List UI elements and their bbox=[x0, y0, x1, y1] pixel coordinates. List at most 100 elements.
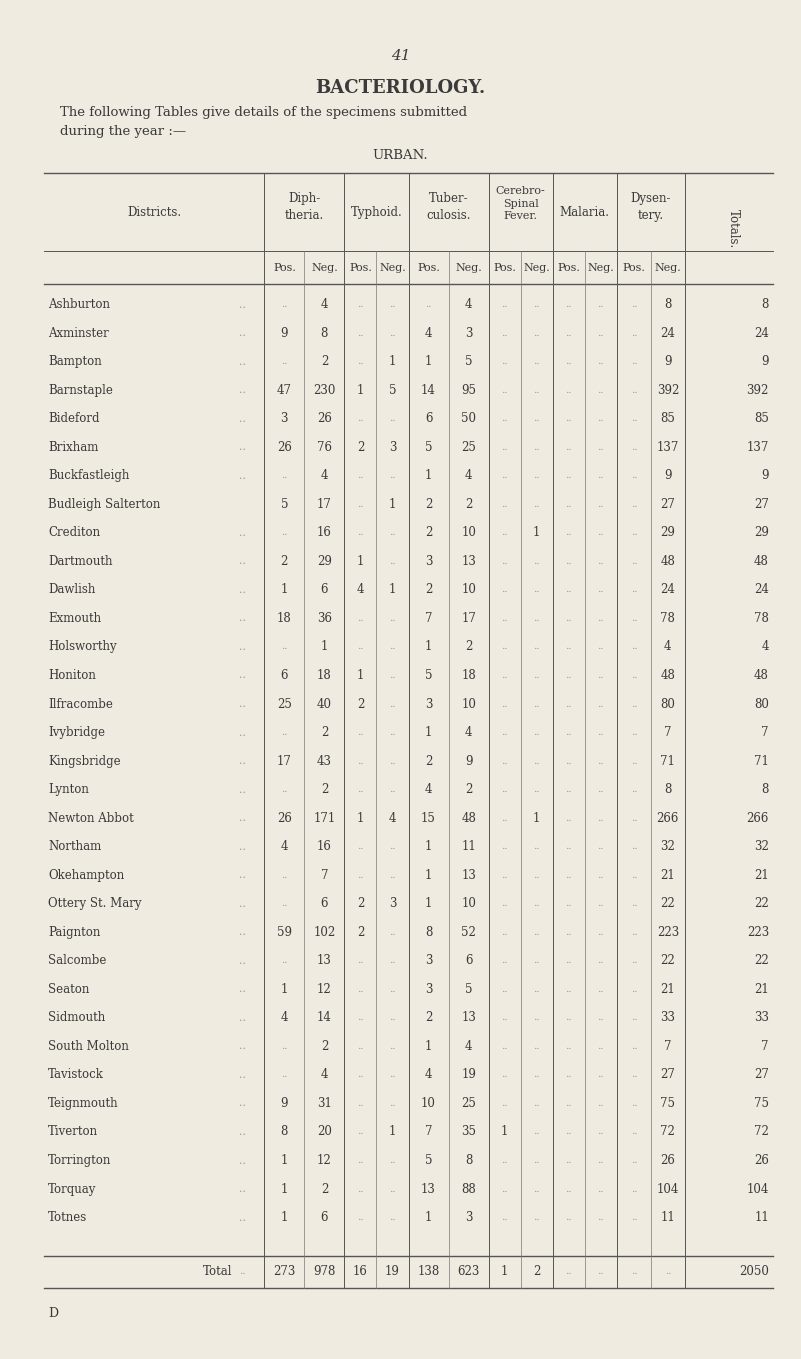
Text: 3: 3 bbox=[425, 697, 433, 711]
Text: Total: Total bbox=[203, 1265, 232, 1279]
Text: ..: .. bbox=[630, 671, 637, 680]
Text: ..: .. bbox=[630, 586, 637, 594]
Text: ..: .. bbox=[533, 1071, 540, 1079]
Text: ..: .. bbox=[357, 300, 364, 308]
Text: ..: .. bbox=[501, 529, 508, 537]
Text: Sidmouth: Sidmouth bbox=[48, 1011, 105, 1025]
Text: ..: .. bbox=[598, 757, 604, 765]
Text: ..: .. bbox=[239, 841, 246, 852]
Text: ..: .. bbox=[239, 442, 246, 453]
Text: ..: .. bbox=[630, 814, 637, 822]
Text: 17: 17 bbox=[461, 612, 476, 625]
Text: ..: .. bbox=[598, 1268, 604, 1276]
Text: 1: 1 bbox=[425, 840, 433, 853]
Text: Neg.: Neg. bbox=[311, 262, 338, 273]
Text: ..: .. bbox=[389, 928, 396, 936]
Text: ..: .. bbox=[239, 813, 246, 824]
Text: ..: .. bbox=[598, 1128, 604, 1136]
Text: 2: 2 bbox=[280, 554, 288, 568]
Text: Ottery St. Mary: Ottery St. Mary bbox=[48, 897, 142, 911]
Text: 7: 7 bbox=[664, 1040, 671, 1053]
Text: 3: 3 bbox=[388, 440, 396, 454]
Text: ..: .. bbox=[566, 928, 572, 936]
Text: 18: 18 bbox=[461, 669, 476, 682]
Text: 266: 266 bbox=[747, 811, 769, 825]
Text: 47: 47 bbox=[277, 383, 292, 397]
Text: ..: .. bbox=[566, 985, 572, 993]
Text: ..: .. bbox=[630, 1071, 637, 1079]
Text: ..: .. bbox=[566, 357, 572, 366]
Text: 8: 8 bbox=[664, 298, 671, 311]
Text: ..: .. bbox=[598, 957, 604, 965]
Text: ..: .. bbox=[501, 700, 508, 708]
Text: ..: .. bbox=[630, 1185, 637, 1193]
Text: D: D bbox=[48, 1307, 58, 1321]
Text: ..: .. bbox=[630, 900, 637, 908]
Text: ..: .. bbox=[389, 414, 396, 423]
Text: 1: 1 bbox=[320, 640, 328, 654]
Text: ..: .. bbox=[389, 957, 396, 965]
Text: 2: 2 bbox=[320, 1040, 328, 1053]
Text: ..: .. bbox=[533, 643, 540, 651]
Text: ..: .. bbox=[501, 1214, 508, 1222]
Text: ..: .. bbox=[281, 957, 288, 965]
Text: ..: .. bbox=[598, 1185, 604, 1193]
Text: Barnstaple: Barnstaple bbox=[48, 383, 113, 397]
Text: Salcombe: Salcombe bbox=[48, 954, 107, 968]
Text: 4: 4 bbox=[664, 640, 671, 654]
Text: ..: .. bbox=[281, 300, 288, 308]
Text: ..: .. bbox=[281, 900, 288, 908]
Text: 41: 41 bbox=[391, 49, 410, 63]
Text: ..: .. bbox=[389, 614, 396, 622]
Text: 230: 230 bbox=[313, 383, 336, 397]
Text: ..: .. bbox=[389, 1157, 396, 1165]
Text: ..: .. bbox=[665, 1268, 671, 1276]
Text: 88: 88 bbox=[461, 1182, 476, 1196]
Text: Pos.: Pos. bbox=[349, 262, 372, 273]
Text: ..: .. bbox=[598, 300, 604, 308]
Text: ..: .. bbox=[598, 357, 604, 366]
Text: ..: .. bbox=[501, 786, 508, 794]
Text: 17: 17 bbox=[317, 497, 332, 511]
Text: 3: 3 bbox=[465, 326, 473, 340]
Text: 3: 3 bbox=[280, 412, 288, 425]
Text: 138: 138 bbox=[417, 1265, 440, 1279]
Text: 85: 85 bbox=[660, 412, 675, 425]
Text: ..: .. bbox=[598, 500, 604, 508]
Text: ..: .. bbox=[239, 1070, 246, 1080]
Text: ..: .. bbox=[239, 299, 246, 310]
Text: ..: .. bbox=[630, 1214, 637, 1222]
Text: ..: .. bbox=[239, 727, 246, 738]
Text: ..: .. bbox=[357, 757, 364, 765]
Text: ..: .. bbox=[566, 414, 572, 423]
Text: 1: 1 bbox=[425, 355, 433, 368]
Text: 2: 2 bbox=[320, 355, 328, 368]
Text: Teignmouth: Teignmouth bbox=[48, 1097, 119, 1110]
Text: ..: .. bbox=[239, 527, 246, 538]
Text: ..: .. bbox=[357, 1214, 364, 1222]
Text: ..: .. bbox=[630, 843, 637, 851]
Text: 18: 18 bbox=[277, 612, 292, 625]
Text: ..: .. bbox=[357, 643, 364, 651]
Text: Exmouth: Exmouth bbox=[48, 612, 101, 625]
Text: 33: 33 bbox=[660, 1011, 675, 1025]
Text: 4: 4 bbox=[465, 469, 473, 482]
Text: ..: .. bbox=[389, 985, 396, 993]
Text: ..: .. bbox=[239, 328, 246, 338]
Text: 71: 71 bbox=[754, 754, 769, 768]
Text: 25: 25 bbox=[461, 1097, 476, 1110]
Text: 9: 9 bbox=[664, 469, 671, 482]
Text: 17: 17 bbox=[277, 754, 292, 768]
Text: ..: .. bbox=[630, 757, 637, 765]
Text: ..: .. bbox=[598, 1157, 604, 1165]
Text: ..: .. bbox=[533, 871, 540, 879]
Text: 21: 21 bbox=[755, 983, 769, 996]
Text: ..: .. bbox=[598, 614, 604, 622]
Text: ..: .. bbox=[533, 386, 540, 394]
Text: Okehampton: Okehampton bbox=[48, 868, 124, 882]
Text: ..: .. bbox=[630, 357, 637, 366]
Text: ..: .. bbox=[389, 843, 396, 851]
Text: 27: 27 bbox=[754, 497, 769, 511]
Text: ..: .. bbox=[357, 871, 364, 879]
Text: ..: .. bbox=[566, 957, 572, 965]
